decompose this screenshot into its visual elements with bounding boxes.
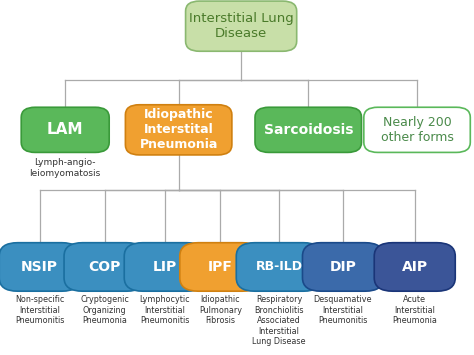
Text: Idiopathic
Pulmonary
Fibrosis: Idiopathic Pulmonary Fibrosis <box>199 295 242 325</box>
Text: Non-specific
Interstitial
Pneumonitis: Non-specific Interstitial Pneumonitis <box>15 295 64 325</box>
Text: Idiopathic
Interstital
Pneumonia: Idiopathic Interstital Pneumonia <box>139 108 218 151</box>
FancyBboxPatch shape <box>180 243 261 291</box>
FancyBboxPatch shape <box>21 107 109 152</box>
Text: COP: COP <box>88 260 121 274</box>
Text: Desquamative
Interstitial
Pneumonitis: Desquamative Interstitial Pneumonitis <box>314 295 372 325</box>
Text: LAM: LAM <box>47 122 83 137</box>
Text: Lymphocytic
Interstitial
Pneumonitis: Lymphocytic Interstitial Pneumonitis <box>139 295 190 325</box>
FancyBboxPatch shape <box>186 1 297 51</box>
FancyBboxPatch shape <box>126 105 232 155</box>
Text: Cryptogenic
Organizing
Pneumonia: Cryptogenic Organizing Pneumonia <box>80 295 129 325</box>
FancyBboxPatch shape <box>255 107 362 152</box>
Text: Interstitial Lung
Disease: Interstitial Lung Disease <box>189 12 293 40</box>
Text: RB-ILD: RB-ILD <box>255 261 302 273</box>
Text: AIP: AIP <box>401 260 428 274</box>
Text: NSIP: NSIP <box>21 260 58 274</box>
FancyBboxPatch shape <box>364 107 470 152</box>
Text: Lymph-angio-
leiomyomatosis: Lymph-angio- leiomyomatosis <box>29 158 101 178</box>
FancyBboxPatch shape <box>0 243 80 291</box>
FancyBboxPatch shape <box>374 243 455 291</box>
Text: Sarcoidosis: Sarcoidosis <box>264 123 353 137</box>
FancyBboxPatch shape <box>64 243 145 291</box>
Text: Nearly 200
other forms: Nearly 200 other forms <box>381 116 454 144</box>
Text: Acute
Interstitial
Pneumonia: Acute Interstitial Pneumonia <box>392 295 437 325</box>
Text: Respiratory
Bronchiolitis
Associated
Interstitial
Lung Disease: Respiratory Bronchiolitis Associated Int… <box>252 295 306 346</box>
FancyBboxPatch shape <box>302 243 383 291</box>
Text: LIP: LIP <box>153 260 177 274</box>
Text: IPF: IPF <box>208 260 233 274</box>
Text: DIP: DIP <box>329 260 356 274</box>
FancyBboxPatch shape <box>124 243 205 291</box>
FancyBboxPatch shape <box>236 243 322 291</box>
